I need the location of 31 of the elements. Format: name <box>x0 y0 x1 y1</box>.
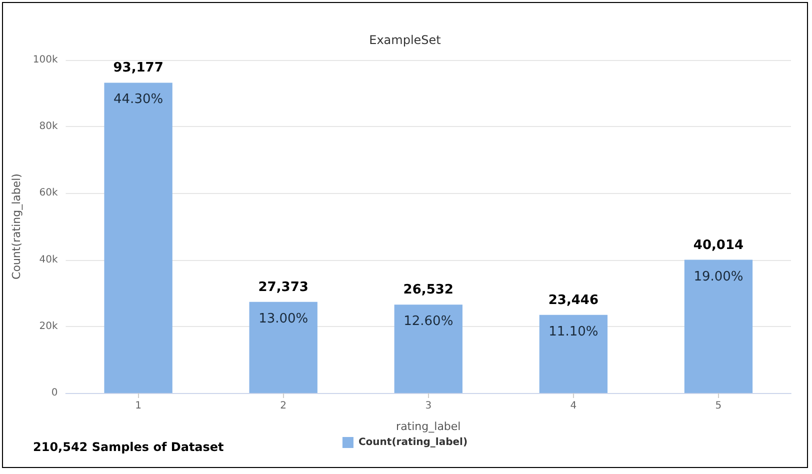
annotation: 12.60% <box>404 314 454 330</box>
y-tick-label: 20k <box>39 320 58 332</box>
x-tick-label: 5 <box>715 400 722 412</box>
annotation: 13.00% <box>258 311 308 326</box>
annotation: 19.00% <box>694 269 744 284</box>
text: 26,532 <box>403 282 454 298</box>
y-tick-label: 100k <box>32 54 58 66</box>
y-tick-label: 60k <box>39 188 58 199</box>
bar <box>684 260 753 393</box>
legend-label: Count(rating_label) <box>358 437 468 448</box>
y-tick-label: 40k <box>39 254 58 266</box>
x-tick-label: 4 <box>570 400 577 412</box>
bar <box>539 314 608 393</box>
y-tick-label: 80k <box>39 121 58 132</box>
chart-title: ExampleSet <box>369 33 442 47</box>
x-tick-label: 1 <box>135 400 142 412</box>
bar <box>104 82 172 393</box>
text: 210,542 Samples of Dataset <box>33 440 224 454</box>
y-axis-title: Count(rating_label) <box>10 174 23 280</box>
x-tick-label: 3 <box>425 400 432 412</box>
x-tick-label: 2 <box>280 400 287 412</box>
bar <box>394 304 462 393</box>
text: 93,177 <box>113 60 164 76</box>
bar <box>249 302 318 393</box>
text: 40,014 <box>693 238 744 253</box>
y-tick-label: 0 <box>51 388 58 398</box>
text: 27,373 <box>258 280 308 295</box>
annotation: 11.10% <box>548 324 598 340</box>
text: 23,446 <box>548 292 599 308</box>
x-axis-title: rating_label <box>396 420 461 433</box>
annotation: 44.30% <box>114 92 164 108</box>
